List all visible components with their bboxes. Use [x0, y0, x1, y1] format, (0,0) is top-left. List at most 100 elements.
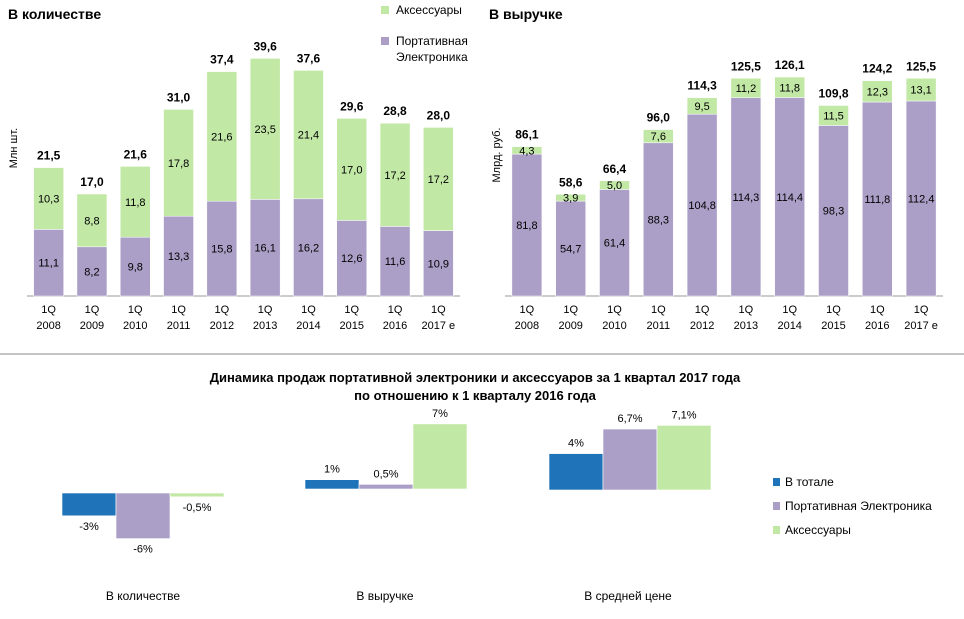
- data-label-portable: 6,7%: [617, 413, 642, 425]
- bar-accessories: [555, 194, 586, 202]
- legend-swatch: [773, 478, 780, 486]
- data-label-accessories: 13,1: [910, 85, 931, 97]
- x-tick-label-quarter: 1Q: [695, 304, 710, 316]
- data-label-accessories: 11,8: [125, 197, 146, 209]
- chart-change: -3% -6% -0,5% В количестве 1% 0,5% 7% В выручке…: [61, 408, 712, 603]
- bar-accessories: [423, 127, 454, 231]
- data-label-accessories: -0,5%: [183, 502, 212, 514]
- x-tick-label-year: 2008: [36, 320, 60, 332]
- bar-accessories: [169, 492, 225, 498]
- bar-portable: [602, 428, 658, 491]
- bar-portable: [293, 198, 324, 297]
- data-label-accessories: 17,8: [168, 158, 189, 170]
- y-axis-label: Млрд. руб.: [491, 128, 503, 183]
- bar-accessories: [643, 129, 674, 144]
- bar-accessories: [336, 118, 367, 221]
- data-label-portable: 15,8: [211, 244, 232, 256]
- data-label-total: 37,4: [210, 53, 234, 67]
- data-label-total: 28,0: [427, 108, 451, 122]
- data-label-portable: 11,6: [385, 256, 406, 268]
- bar-accessories: [862, 80, 893, 103]
- data-label-accessories: 5,0: [607, 180, 622, 192]
- x-tick-label-year: 2013: [253, 320, 277, 332]
- x-tick-label-quarter: 1Q: [520, 304, 535, 316]
- legend-label-accessories: Аксессуары: [396, 3, 462, 17]
- bar-portable: [643, 142, 674, 297]
- chart-count: В количестве Млн шт. 11,1 10,3 21,5 1Q 2008 8,2…: [8, 6, 460, 332]
- data-label-total: 17,0: [80, 175, 104, 189]
- data-label-portable: 98,3: [823, 206, 844, 218]
- x-tick-label-year: 2009: [558, 320, 582, 332]
- data-label-accessories: 3,9: [563, 193, 578, 205]
- data-label-portable: 54,7: [560, 244, 581, 256]
- data-label-portable: 104,8: [688, 200, 716, 212]
- x-tick-label-year: 2015: [340, 320, 364, 332]
- data-label-accessories: 11,8: [779, 82, 800, 94]
- data-label-total: 66,4: [603, 162, 627, 176]
- x-tick-label-quarter: 1Q: [651, 304, 666, 316]
- x-tick-label-quarter: 1Q: [914, 304, 929, 316]
- data-label-total: 96,0: [647, 111, 671, 125]
- data-label-accessories: 11,5: [823, 110, 844, 122]
- legend-swatch: [773, 526, 780, 534]
- legend-label: В тотале: [785, 475, 834, 489]
- bar-accessories: [656, 425, 712, 491]
- data-label-total: -3%: [79, 521, 99, 533]
- x-tick-label-year: 2008: [515, 320, 539, 332]
- bar-accessories: [412, 423, 468, 490]
- x-tick-label-quarter: 1Q: [431, 304, 446, 316]
- bar-portable: [163, 215, 194, 297]
- data-label-total: 39,6: [253, 39, 277, 53]
- data-label-portable: 8,2: [84, 266, 99, 278]
- bar-accessories: [379, 122, 411, 227]
- bar-accessories: [905, 78, 937, 102]
- x-tick-label-quarter: 1Q: [215, 304, 230, 316]
- x-tick-label-year: 2014: [777, 320, 801, 332]
- bar-accessories: [76, 193, 108, 248]
- data-label-portable: 114,4: [776, 192, 803, 204]
- bar-portable: [555, 200, 586, 297]
- bar-accessories: [206, 71, 238, 202]
- bar-portable: [423, 230, 454, 297]
- data-label-accessories: 23,5: [254, 124, 275, 136]
- bottom-chart-title: Динамика продаж портативной электроники …: [210, 370, 741, 403]
- data-label-total: 86,1: [515, 128, 539, 142]
- x-tick-label-year: 2010: [123, 320, 147, 332]
- x-tick-label-quarter: 1Q: [870, 304, 885, 316]
- bar-portable: [686, 113, 718, 297]
- group-label: В выручке: [356, 589, 414, 603]
- data-label-total: 1%: [324, 464, 340, 476]
- legend-label-portable-line1: Портативная: [396, 34, 468, 48]
- x-tick-label-year: 2014: [296, 320, 320, 332]
- data-label-accessories: 7%: [432, 408, 448, 420]
- data-label-portable: 88,3: [648, 214, 669, 226]
- bottom-title-line1: Динамика продаж портативной электроники …: [210, 370, 741, 385]
- bar-portable: [511, 153, 543, 297]
- bar-total: [61, 492, 117, 517]
- data-label-accessories: 12,3: [867, 86, 888, 98]
- x-tick-label-quarter: 1Q: [171, 304, 186, 316]
- bar-portable: [905, 100, 937, 297]
- bar-accessories: [163, 109, 194, 217]
- data-label-portable: 13,3: [168, 251, 189, 263]
- data-label-accessories: 7,1%: [671, 409, 696, 421]
- chart-title: В выручке: [489, 6, 563, 22]
- x-tick-label-year: 2013: [734, 320, 758, 332]
- x-tick-label-quarter: 1Q: [388, 304, 403, 316]
- bar-accessories: [511, 146, 543, 155]
- bottom-title-line2: по отношению к 1 кварталу 2016 года: [354, 388, 596, 403]
- x-tick-label-quarter: 1Q: [782, 304, 797, 316]
- x-tick-label-year: 2016: [865, 320, 889, 332]
- legend-swatch: [773, 502, 780, 510]
- chart-title: В количестве: [8, 6, 101, 22]
- data-label-total: 28,8: [383, 104, 407, 118]
- x-tick-label-quarter: 1Q: [301, 304, 316, 316]
- bar-portable: [76, 246, 108, 297]
- bar-accessories: [599, 180, 630, 190]
- bar-accessories: [686, 97, 718, 115]
- data-label-accessories: 17,2: [428, 174, 449, 186]
- data-label-total: 126,1: [775, 58, 805, 72]
- data-label-total: 29,6: [340, 99, 364, 113]
- data-label-portable: 16,2: [298, 242, 319, 254]
